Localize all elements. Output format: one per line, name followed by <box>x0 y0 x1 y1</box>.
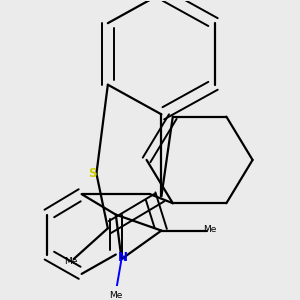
Text: Me: Me <box>64 257 77 266</box>
Text: S: S <box>88 167 96 180</box>
Text: Me: Me <box>109 291 122 300</box>
Text: Me: Me <box>203 225 216 234</box>
Text: N: N <box>118 251 128 264</box>
